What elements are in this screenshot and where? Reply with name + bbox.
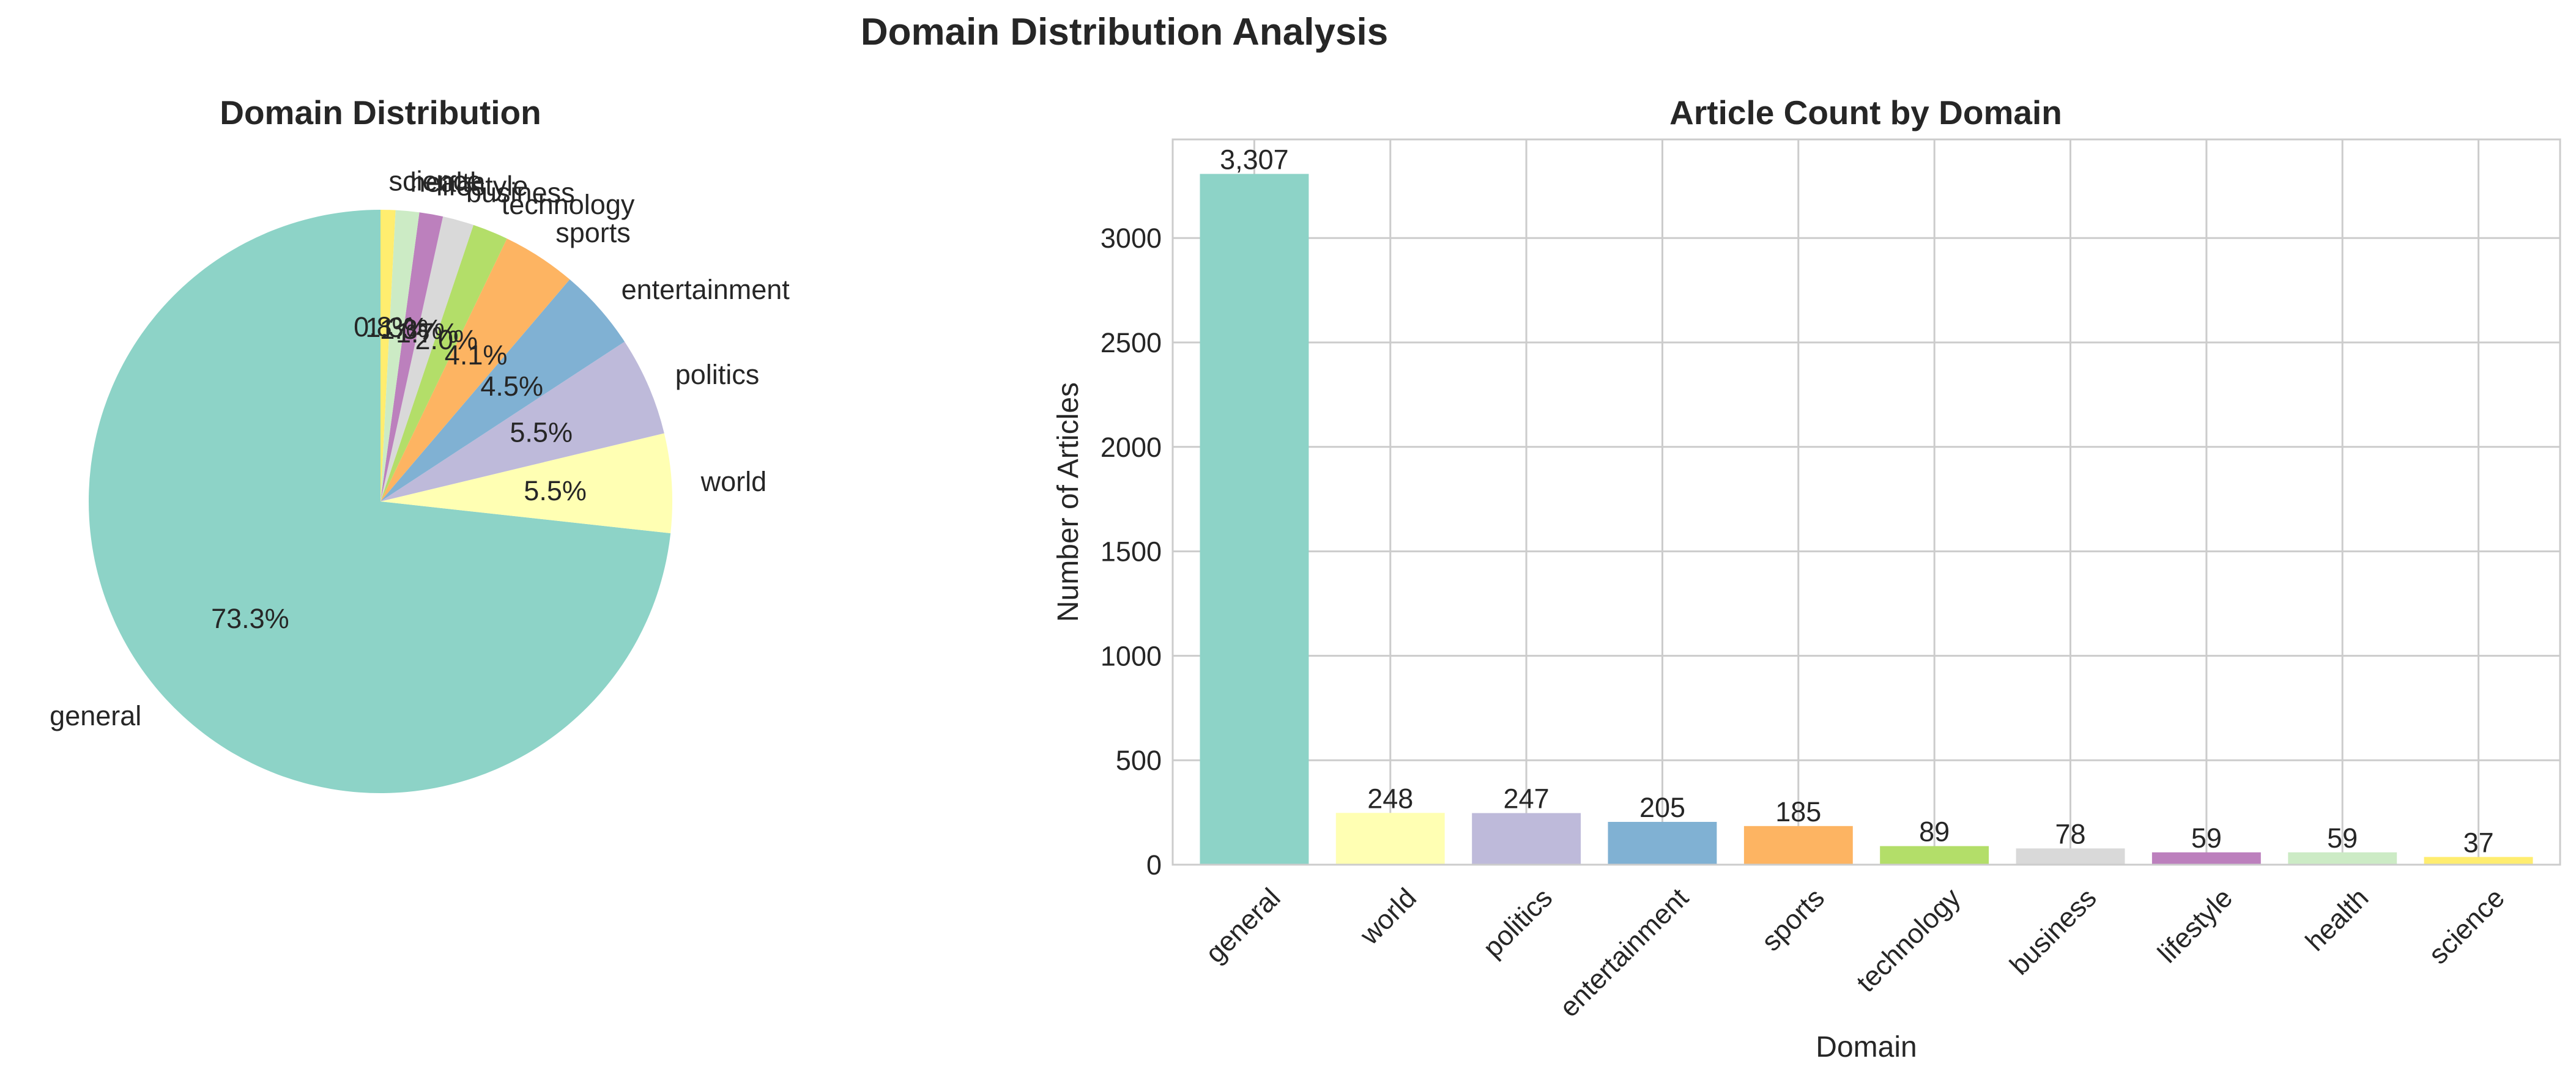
pie-percent-label-world: 5.5% <box>524 475 587 506</box>
bar-world <box>1335 813 1445 865</box>
y-tick-label: 3000 <box>1101 223 1162 254</box>
pie-category-label-sports: sports <box>555 217 631 248</box>
pie-wedge-politics <box>380 341 664 501</box>
pie-wedge-sports <box>380 238 570 501</box>
pie-category-label-general: general <box>50 700 141 731</box>
pie-wedge-entertainment <box>380 279 625 501</box>
pie-percent-label-entertainment: 4.5% <box>480 371 543 402</box>
bar-value-label-business: 78 <box>2055 818 2085 849</box>
y-tick-labels: 0 500 1000 1500 2000 2500 3000 <box>1101 223 1162 881</box>
bar-technology <box>1880 846 1989 865</box>
pie-percent-label-sports: 4.1% <box>445 339 508 371</box>
bar-value-label-technology: 89 <box>1919 816 1950 848</box>
bar-chart-title: Article Count by Domain <box>1669 94 2062 131</box>
bar-value-label-lifestyle: 59 <box>2191 822 2222 854</box>
pie-percent-label-business: 1.7% <box>396 317 459 349</box>
pie-percent-label-politics: 5.5% <box>510 417 573 448</box>
pie-wedge-world <box>380 433 673 534</box>
pie-chart-title: Domain Distribution <box>220 94 541 131</box>
bar-entertainment <box>1608 822 1717 865</box>
pie-percent-label-health: 1.3% <box>365 312 428 343</box>
plot-frame <box>1171 138 2561 866</box>
figure-suptitle: Domain Distribution Analysis <box>861 11 1388 53</box>
y-tick-label: 0 <box>1146 849 1162 881</box>
y-tick-label: 1000 <box>1101 640 1162 671</box>
bar-value-label-politics: 247 <box>1504 783 1550 815</box>
pie-percent-labels: 73.3% 5.5% 5.5% 4.5%4.1%2.0%1.7%1.3%1.3%0.8… <box>211 311 587 634</box>
pie-wedge-technology <box>380 224 507 501</box>
bar-science <box>2424 857 2533 865</box>
y-tick-label: 500 <box>1116 745 1162 776</box>
pie-wedge-business <box>380 216 473 501</box>
y-axis-label: Number of Articles <box>1052 382 1085 622</box>
pie-chart-panel: Domain Distribution 73.3% 5.5% 5.5% 4.5%4.1… <box>50 94 790 793</box>
pie-category-label-technology: technology <box>502 189 635 220</box>
bar-value-label-world: 248 <box>1367 783 1413 814</box>
pie-category-label-entertainment: entertainment <box>622 274 790 305</box>
pie-percent-label-general: 73.3% <box>211 603 289 634</box>
y-tick-label: 1500 <box>1101 536 1162 567</box>
bar-value-label-entertainment: 205 <box>1639 792 1685 823</box>
x-axis-label: Domain <box>1816 1031 1917 1063</box>
pie-category-label-lifestyle: lifestyle <box>436 170 528 201</box>
pie-category-label-science: science <box>389 166 483 197</box>
y-tick-label: 2500 <box>1101 327 1162 358</box>
pie-category-label-politics: politics <box>675 359 760 390</box>
pie-wedge-health <box>380 210 420 501</box>
bar-politics <box>1472 813 1581 865</box>
pie-category-label-business: business <box>466 177 575 208</box>
pie-category-label-world: world <box>700 466 767 497</box>
pie-wedge-general <box>89 210 671 793</box>
pie-percent-label-science: 0.8% <box>354 311 417 342</box>
bar-sports <box>1743 826 1853 865</box>
bar-value-label-health: 59 <box>2327 822 2358 854</box>
pie-category-labels: general world politics entertainment sportst… <box>50 166 790 732</box>
pie-wedge-lifestyle <box>380 212 444 501</box>
pie-category-label-health: health <box>410 167 486 198</box>
bar-series <box>1200 174 2533 865</box>
bar-general <box>1200 174 1309 865</box>
bar-health <box>2288 852 2397 865</box>
y-tick-label: 2000 <box>1101 432 1162 463</box>
bar-business <box>2016 848 2125 865</box>
bar-value-labels: 3,307 248 247 205 185 89 78 59 59 37 <box>1220 144 2494 858</box>
bar-value-label-sports: 185 <box>1775 796 1821 827</box>
pie-wedge-science <box>380 209 396 501</box>
bar-value-label-general: 3,307 <box>1220 144 1289 175</box>
bar-value-label-science: 37 <box>2463 827 2494 858</box>
bar-lifestyle <box>2151 852 2261 865</box>
pie-wedges <box>89 209 673 793</box>
pie-percent-label-lifestyle: 1.3% <box>379 314 442 345</box>
pie-percent-label-technology: 2.0% <box>415 324 478 355</box>
